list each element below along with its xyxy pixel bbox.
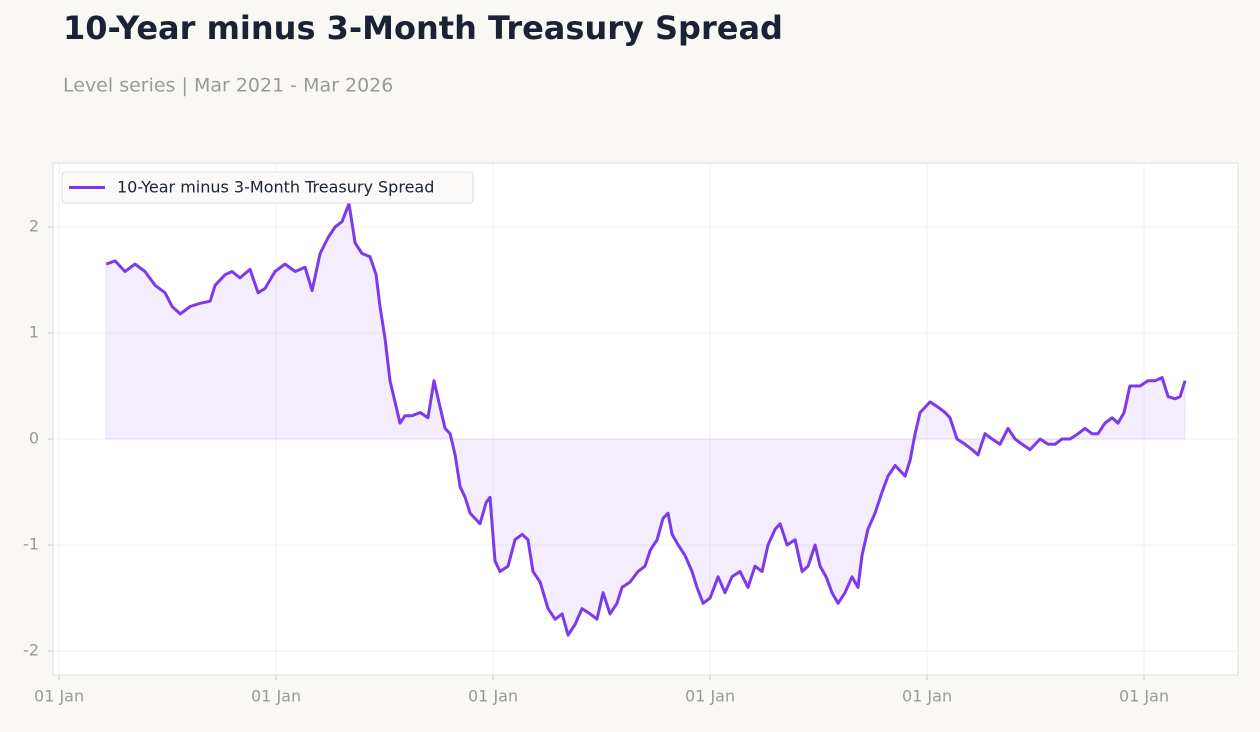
x-tick-label: 01 Jan xyxy=(685,687,735,706)
y-tick-label: 2 xyxy=(29,217,39,236)
y-tick-label: 1 xyxy=(29,323,39,342)
legend-box xyxy=(61,171,474,204)
legend-label: 10-Year minus 3-Month Treasury Spread xyxy=(117,178,434,197)
plot-area xyxy=(52,162,1239,676)
x-tick-label: 01 Jan xyxy=(902,687,952,706)
x-tick-label: 01 Jan xyxy=(468,687,518,706)
x-tick-label: 01 Jan xyxy=(1119,687,1169,706)
chart-subtitle: Level series | Mar 2021 - Mar 2026 xyxy=(63,75,393,97)
chart-title: 10-Year minus 3-Month Treasury Spread xyxy=(63,9,783,47)
line xyxy=(105,202,1187,637)
y-tick-label: -1 xyxy=(23,535,39,554)
x-tick-label: 01 Jan xyxy=(34,687,84,706)
x-tick-label: 01 Jan xyxy=(251,687,301,706)
y-tick-label: -2 xyxy=(23,641,39,660)
y-tick-label: 0 xyxy=(29,429,39,448)
